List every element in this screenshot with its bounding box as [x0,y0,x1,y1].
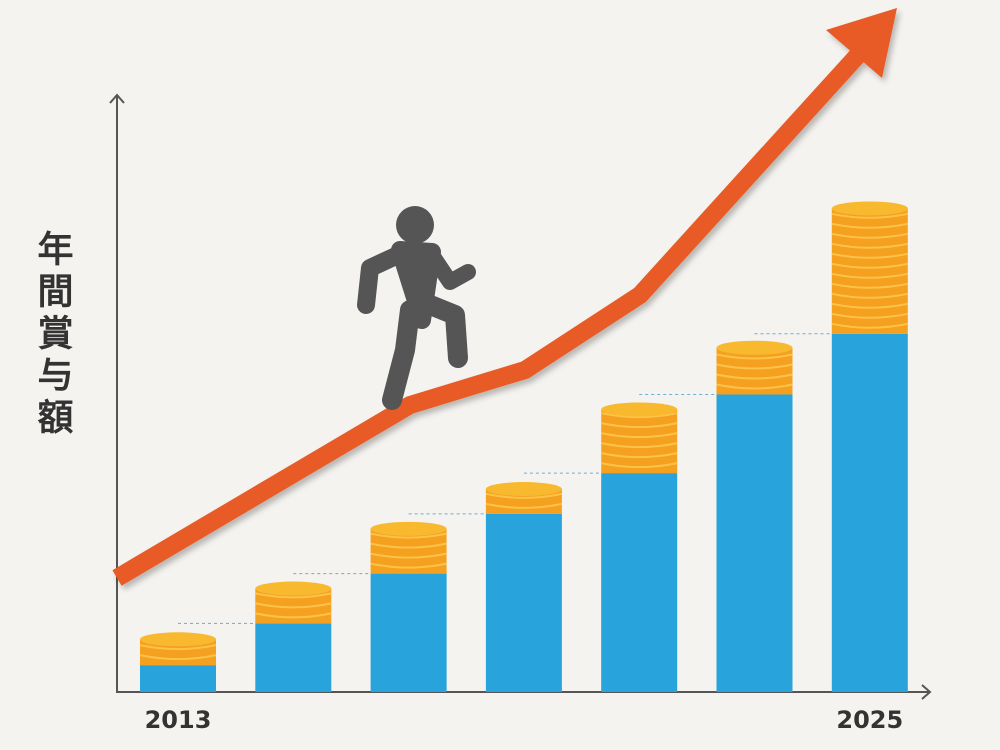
bar [831,333,908,692]
bar [255,623,332,692]
bar [716,394,793,692]
coin-edge [370,552,447,559]
coin-edge [600,412,678,419]
coin-edge [370,562,447,569]
coin-edge [716,363,793,370]
coin-stack [139,632,217,666]
coin-edge [600,422,678,429]
coin-edge [370,532,447,539]
coin-stack [255,581,332,624]
coin-edge [831,212,909,219]
coin-edge [139,644,217,651]
coin-edge [255,592,332,599]
coin-edge [600,432,678,439]
coin-edge [716,373,793,380]
coin-stack [485,482,563,514]
coin-top [255,581,332,596]
coin-edge [831,252,909,259]
coin-edge [831,302,909,309]
coin-edge [831,242,909,249]
coin-top [140,632,216,647]
coin-stack [716,340,793,395]
coin-edge [600,462,678,469]
coin-edge [716,353,793,360]
coin-top [370,521,447,536]
coin-edge [831,322,909,329]
coin-top [485,482,562,497]
x-tick-label: 2025 [836,706,903,734]
coin-edge [485,492,563,499]
coin-edge [831,312,909,319]
coin-edge [255,602,332,609]
walking-person-icon [357,206,476,410]
x-tick-label: 2013 [145,706,212,734]
coin-edge [831,292,909,299]
coin-edge [716,383,793,390]
trend-arrow [112,8,897,586]
coin-edge [831,282,909,289]
coin-edge [831,272,909,279]
coin-body [831,208,908,334]
coin-top [716,340,793,355]
coin-edge [831,232,909,239]
bar [601,473,678,692]
bars [139,201,909,692]
coin-stack [370,521,447,574]
coin-edge [255,612,332,619]
coin-body [601,409,678,474]
coin-edge [600,452,678,459]
bar [485,513,562,692]
y-axis-label: 年間賞与額 [32,230,74,440]
bar [140,665,216,692]
coin-edge [600,442,678,449]
coin-edge [831,222,909,229]
bar [370,573,447,692]
coin-top [831,201,908,216]
coin-edge [139,654,217,661]
coin-edge [831,262,909,269]
coin-edge [370,542,447,549]
coin-stack [831,201,909,334]
coin-top [601,402,678,417]
coin-edge [485,502,563,509]
coin-stack [600,402,678,474]
